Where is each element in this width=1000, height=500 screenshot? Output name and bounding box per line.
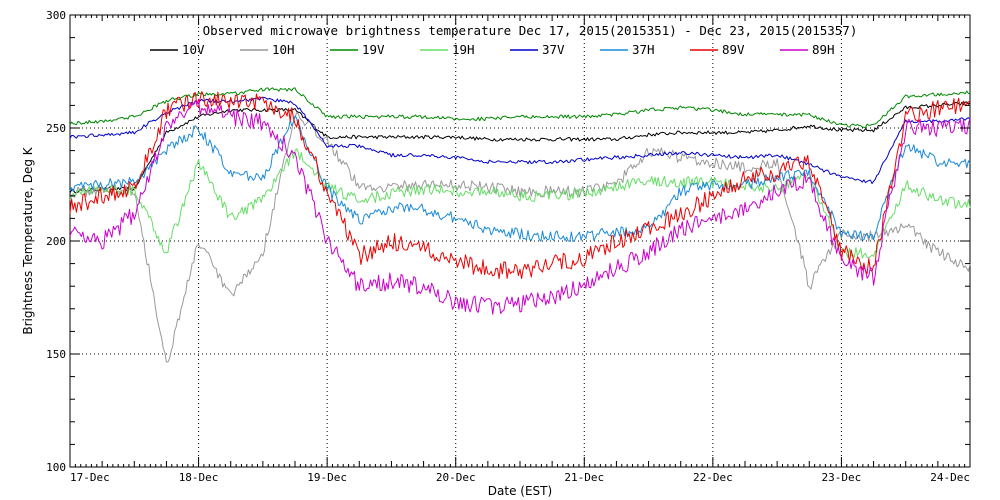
series-line-10v — [69, 101, 971, 194]
legend-label-37v: 37V — [542, 42, 565, 57]
series-line-89h — [69, 98, 971, 315]
y-tick-label: 250 — [46, 122, 66, 135]
y-axis-ticks: 100 150 200 250 300 — [46, 9, 970, 474]
series-line-19h — [69, 148, 971, 259]
x-tick-label: 19-Dec — [307, 471, 347, 484]
y-tick-label: 100 — [46, 461, 66, 474]
y-tick-label: 150 — [46, 348, 66, 361]
y-axis-title: Brightness Temperature, Deg K — [21, 146, 35, 334]
y-tick-label: 200 — [46, 235, 66, 248]
legend-label-10h: 10H — [272, 42, 295, 57]
legend-label-37h: 37H — [632, 42, 655, 57]
series-lines — [69, 87, 971, 363]
x-tick-label: 17-Dec — [70, 471, 110, 484]
x-tick-label: 18-Dec — [179, 471, 219, 484]
chart-title: Observed microwave brightness temperatur… — [203, 23, 858, 38]
x-tick-label: 20-Dec — [436, 471, 476, 484]
x-tick-label: 23-Dec — [822, 471, 862, 484]
x-axis-ticks: 17-Dec 18-Dec 19-Dec 20-Dec 21-Dec 22-Dec 23-D… — [69, 15, 971, 484]
series-line-10h — [69, 112, 971, 363]
x-tick-label: 22-Dec — [693, 471, 733, 484]
legend-label-19v: 19V — [362, 42, 385, 57]
series-line-37h — [69, 115, 971, 243]
series-line-37v — [69, 96, 971, 185]
legend-label-19h: 19H — [452, 42, 475, 57]
legend-label-89v: 89V — [722, 42, 745, 57]
x-axis-title: Date (EST) — [488, 484, 552, 498]
legend-label-10v: 10V — [182, 42, 205, 57]
legend: 10V 10H 19V 19H 37V 37H 89V 89H — [150, 42, 835, 57]
x-tick-label: 21-Dec — [564, 471, 604, 484]
series-line-19v — [69, 87, 970, 128]
series-line-89v — [69, 91, 971, 280]
y-tick-label: 300 — [46, 9, 66, 22]
grid — [70, 15, 970, 467]
legend-label-89h: 89H — [812, 42, 835, 57]
x-tick-label: 24-Dec — [930, 471, 970, 484]
